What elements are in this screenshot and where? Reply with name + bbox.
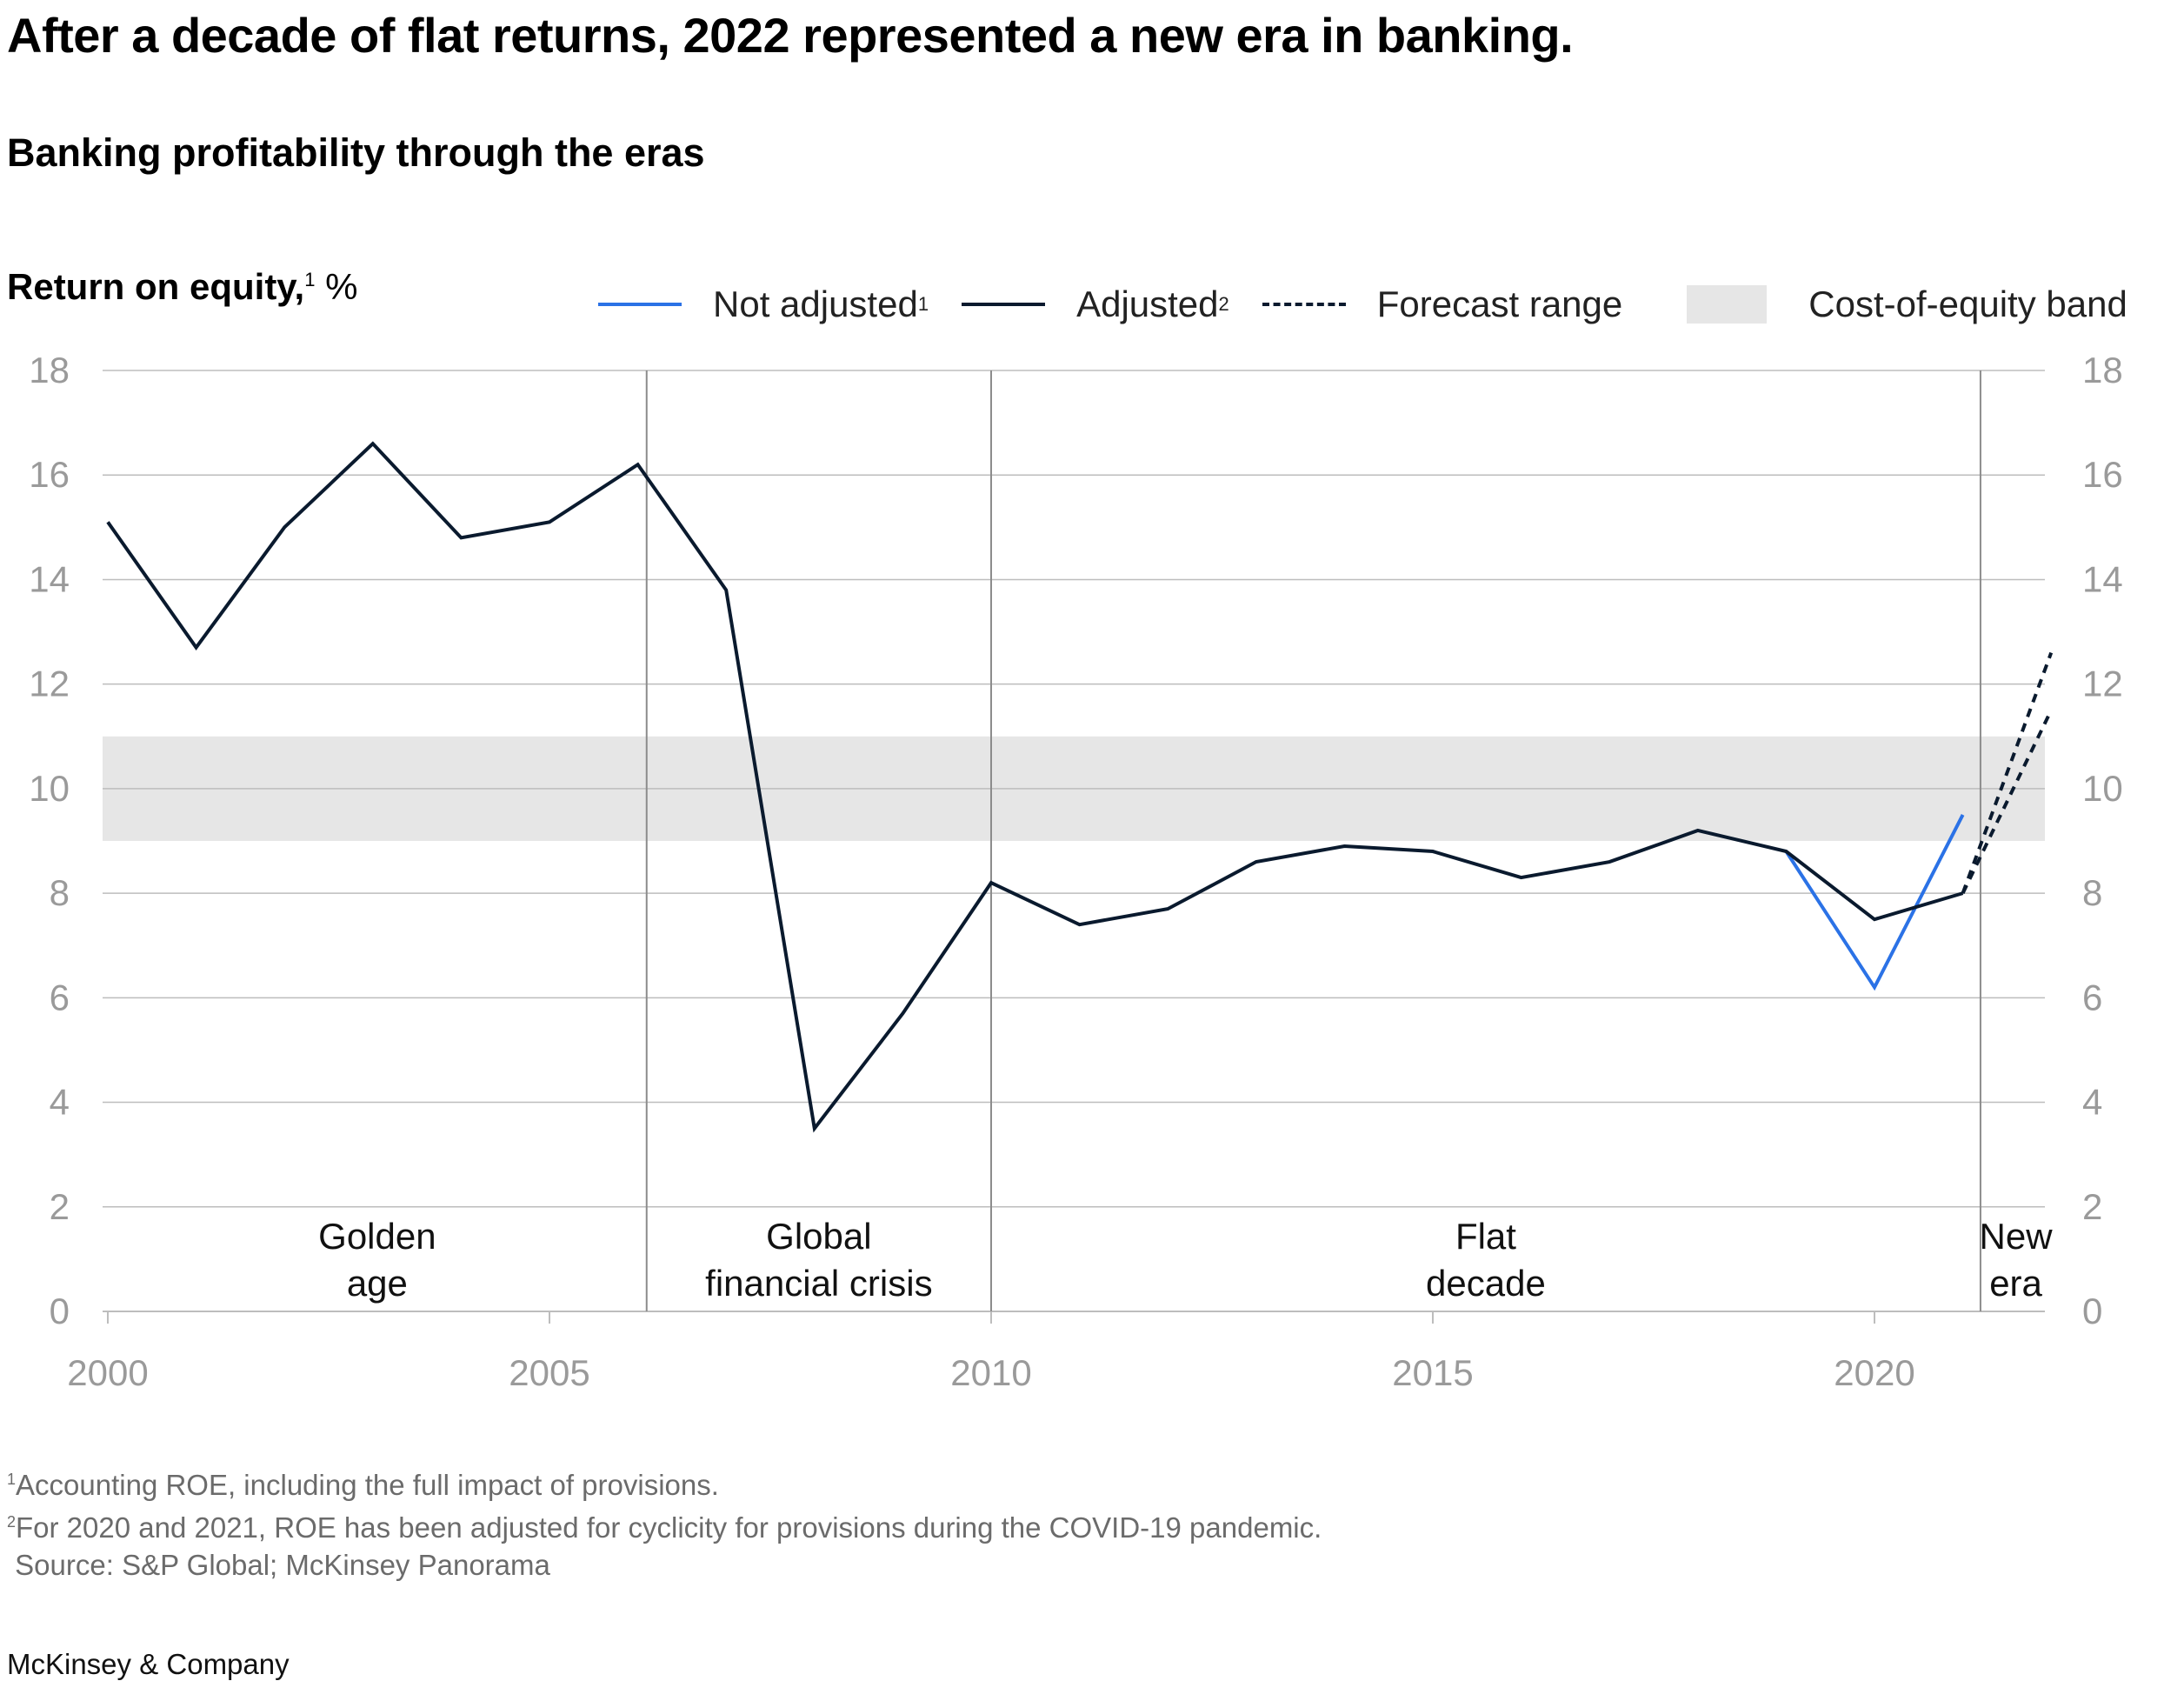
y-tick-label-left: 8 — [50, 872, 70, 913]
brand-logo-text: McKinsey & Company — [7, 1648, 290, 1680]
legend-swatch-forecast — [1262, 303, 1346, 306]
legend-swatch-band — [1687, 285, 1768, 324]
x-tick-label: 2010 — [950, 1352, 1031, 1393]
series-line-not-adjusted — [1784, 814, 1965, 991]
y-tick-label-left: 12 — [29, 664, 70, 704]
y-tick-label-right: 16 — [2082, 454, 2123, 495]
y-tick-label-left: 4 — [50, 1082, 70, 1123]
line-chart: 0 0 2 2 4 4 6 6 8 8 10 10 12 12 14 14 16 16 18 18 2000 2005 20… — [29, 350, 2123, 1393]
y-tick-label-right: 6 — [2082, 977, 2102, 1017]
y-tick-label-right: 10 — [2082, 768, 2123, 809]
legend-label-not-adjusted: Not adjusted — [713, 284, 918, 324]
y-tick-label-right: 12 — [2082, 664, 2123, 704]
footnote-1-marker: 1 — [7, 1471, 17, 1488]
series-line-forecast-low — [1961, 709, 2054, 894]
footnote-2-marker: 2 — [7, 1513, 17, 1531]
chart-title: After a decade of flat returns, 2022 rep… — [7, 8, 1574, 63]
y-tick-label-right: 14 — [2082, 558, 2123, 599]
legend-sup-adjusted: 2 — [1218, 293, 1229, 315]
source-note: Source: S&P Global; McKinsey Panorama — [7, 1549, 550, 1581]
legend-sup-not-adjusted: 1 — [917, 293, 929, 315]
x-tick-label: 2000 — [67, 1352, 148, 1393]
era-label-line1: Global — [766, 1216, 871, 1257]
legend-item-not-adjusted: Not adjusted 1 — [598, 284, 929, 325]
footnote-1-text: Accounting ROE, including the full impac… — [16, 1469, 719, 1501]
era-label-line1: Flat — [1455, 1216, 1516, 1257]
footnote-2: 2For 2020 and 2021, ROE has been adjuste… — [7, 1504, 1322, 1546]
era-label-line2: age — [347, 1263, 408, 1304]
legend-item-adjusted: Adjusted 2 — [962, 284, 1229, 325]
y-tick-label-left: 6 — [50, 977, 70, 1017]
footnote-2-text: For 2020 and 2021, ROE has been adjusted… — [16, 1511, 1322, 1544]
y-tick-label-left: 14 — [29, 558, 70, 599]
footnotes: 1Accounting ROE, including the full impa… — [7, 1461, 1322, 1584]
chart-subtitle: Banking profitability through the eras — [7, 130, 705, 175]
y-tick-label-right: 0 — [2082, 1291, 2102, 1331]
legend-swatch-adjusted — [962, 303, 1046, 306]
series-line-adjusted — [106, 441, 1964, 1133]
legend-label-adjusted: Adjusted — [1076, 284, 1219, 324]
series-line-forecast-high — [1961, 651, 2054, 894]
y-axis-label-text: Return on equity, — [7, 266, 305, 307]
legend-label-forecast: Forecast range — [1376, 284, 1623, 324]
legend-item-band: Cost-of-equity band — [1655, 284, 2127, 325]
y-tick-label-left: 0 — [50, 1291, 70, 1331]
y-tick-label-right: 4 — [2082, 1082, 2102, 1123]
y-axis-label: Return on equity,1 % — [7, 266, 357, 308]
x-tick-label: 2015 — [1392, 1352, 1473, 1393]
legend-item-forecast: Forecast range — [1262, 284, 1622, 325]
era-label-line2: decade — [1426, 1263, 1546, 1304]
x-tick-label: 2005 — [509, 1352, 589, 1393]
era-label-line1: New — [1980, 1216, 2054, 1257]
y-tick-label-left: 16 — [29, 454, 70, 495]
y-tick-label-right: 8 — [2082, 872, 2102, 913]
y-tick-label-left: 18 — [29, 350, 70, 390]
legend-label-band: Cost-of-equity band — [1808, 284, 2127, 324]
y-axis-label-unit: % — [315, 266, 358, 307]
y-tick-label-left: 10 — [29, 768, 70, 809]
y-tick-label-right: 2 — [2082, 1186, 2102, 1227]
y-axis-label-footnote: 1 — [304, 269, 316, 290]
y-tick-label-left: 2 — [50, 1186, 70, 1227]
era-label-line1: Golden — [318, 1216, 436, 1257]
legend: Not adjusted 1 Adjusted 2 Forecast range C… — [598, 280, 2161, 329]
era-label-line2: era — [1989, 1263, 2042, 1304]
era-label-line2: financial crisis — [705, 1263, 932, 1304]
x-tick-label: 2020 — [1834, 1352, 1914, 1393]
footnote-1: 1Accounting ROE, including the full impa… — [7, 1461, 1322, 1504]
y-tick-label-right: 18 — [2082, 350, 2123, 390]
legend-swatch-not-adjusted — [598, 303, 682, 306]
